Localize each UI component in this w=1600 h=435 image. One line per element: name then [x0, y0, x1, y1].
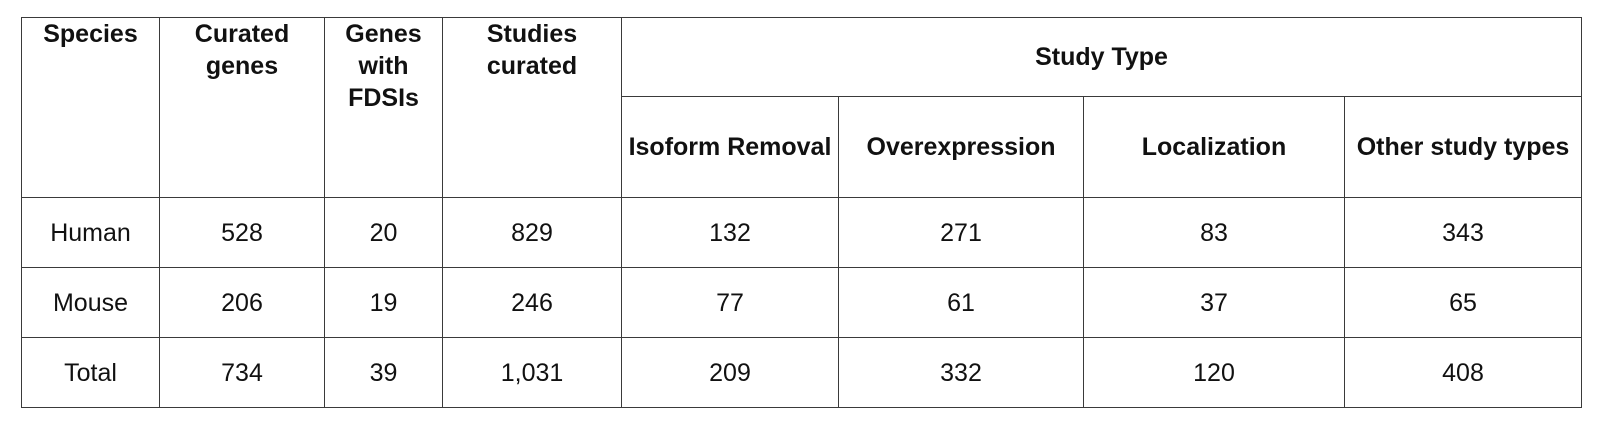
header-genes-with-fdsis: Genes with FDSIs	[324, 17, 443, 198]
cell-isoform-removal: 132	[621, 197, 839, 268]
cell-species: Human	[21, 197, 160, 268]
cell-species: Mouse	[21, 267, 160, 338]
cell-overexpression: 61	[838, 267, 1084, 338]
header-species: Species	[21, 17, 160, 198]
header-study-type: Study Type	[620, 17, 1583, 97]
cell-other-study-types: 408	[1343, 337, 1583, 408]
header-overexpression: Overexpression	[838, 96, 1084, 198]
cell-genes-with-fdsis: 39	[324, 337, 443, 408]
cell-other-study-types: 343	[1343, 197, 1583, 268]
cell-isoform-removal: 77	[621, 267, 839, 338]
cell-isoform-removal: 209	[621, 337, 839, 408]
cell-localization: 120	[1083, 337, 1345, 408]
header-row-main: Species Curated genes Genes with FDSIs S…	[21, 17, 1583, 198]
cell-curated-genes: 734	[159, 337, 325, 408]
header-curated-genes: Curated genes	[159, 17, 325, 198]
cell-studies-curated: 246	[442, 267, 622, 338]
cell-curated-genes: 206	[159, 267, 325, 338]
cell-other-study-types: 65	[1343, 267, 1583, 338]
cell-overexpression: 271	[838, 197, 1084, 268]
cell-studies-curated: 829	[442, 197, 622, 268]
header-studies-curated: Studies curated	[442, 17, 622, 198]
cell-species: Total	[21, 337, 160, 408]
table-row: Total 734 39 1,031 209 332 120 408	[21, 337, 1583, 408]
header-other-study-types: Other study types	[1343, 96, 1583, 198]
cell-genes-with-fdsis: 20	[324, 197, 443, 268]
header-isoform-removal: Isoform Removal	[621, 96, 839, 198]
header-localization: Localization	[1083, 96, 1345, 198]
table-row: Human 528 20 829 132 271 83 343	[21, 197, 1583, 268]
cell-curated-genes: 528	[159, 197, 325, 268]
cell-studies-curated: 1,031	[442, 337, 622, 408]
cell-localization: 37	[1083, 267, 1345, 338]
cell-localization: 83	[1083, 197, 1345, 268]
study-curation-table: Species Curated genes Genes with FDSIs S…	[21, 17, 1583, 408]
table-row: Mouse 206 19 246 77 61 37 65	[21, 267, 1583, 338]
cell-overexpression: 332	[838, 337, 1084, 408]
cell-genes-with-fdsis: 19	[324, 267, 443, 338]
